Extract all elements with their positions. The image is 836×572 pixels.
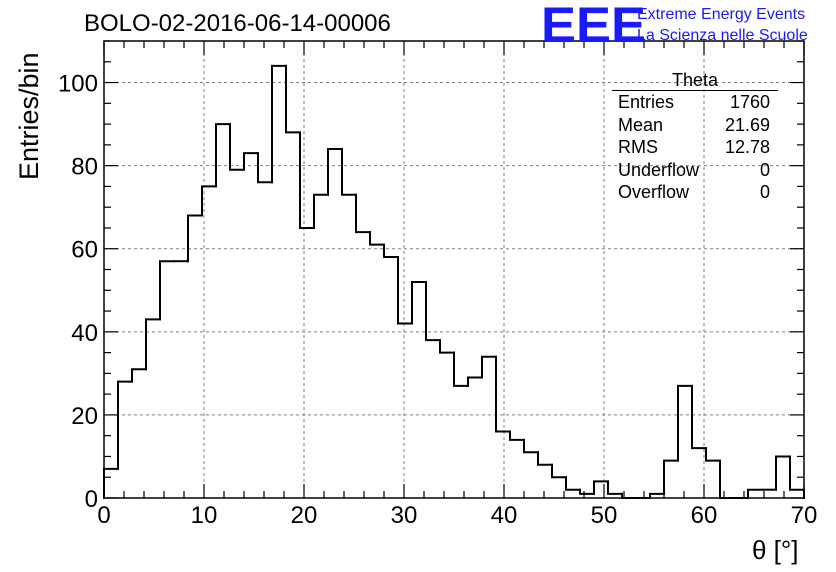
histogram-bin — [145, 318, 161, 371]
histogram-bin — [425, 280, 441, 342]
stats-row-underflow: Underflow 0 — [612, 159, 778, 182]
x-axis-label: θ [°] — [752, 535, 799, 565]
stats-box: Theta Entries 1760 Mean 21.69 RMS 12.78 … — [612, 70, 778, 204]
histogram-bin — [327, 148, 343, 196]
histogram-bin — [341, 148, 357, 196]
histogram-bin — [677, 384, 693, 462]
logo-caption-line1: Extreme Energy Events — [637, 6, 806, 23]
histogram-bin — [565, 476, 581, 491]
axis-ticks — [103, 40, 805, 499]
histogram-bin — [509, 430, 525, 441]
x-tick-label: 50 — [591, 502, 618, 529]
x-tick-label: 10 — [191, 502, 218, 529]
histogram-bin — [159, 260, 175, 321]
stats-row-overflow: Overflow 0 — [612, 181, 778, 204]
stats-label: Overflow — [618, 182, 690, 203]
chart-title: BOLO-02-2016-06-14-00006 — [84, 10, 391, 37]
histogram-bin — [593, 480, 609, 495]
stats-value: 0 — [759, 182, 770, 203]
stats-label: Entries — [618, 92, 675, 112]
x-tick-label: 70 — [791, 502, 818, 529]
histogram-bin — [271, 64, 287, 184]
y-tick-label: 80 — [71, 154, 98, 181]
eee-logo: EEE — [541, 0, 647, 53]
histogram-bin — [719, 459, 735, 499]
histogram-bin — [215, 123, 231, 188]
histogram-bin — [747, 488, 763, 499]
histogram-bin — [537, 451, 553, 466]
stats-value: 21.69 — [724, 114, 770, 135]
x-tick-label: 60 — [691, 502, 718, 529]
histogram-bin — [579, 488, 595, 495]
stats-title: Theta — [612, 70, 778, 91]
tick-labels: 0 10 20 30 40 50 60 70 0 20 40 60 80 100 — [58, 71, 817, 529]
stats-label: Mean — [618, 114, 664, 135]
histogram-bin — [607, 480, 623, 495]
stats-row-rms: RMS 12.78 — [612, 136, 778, 159]
histogram-bin — [523, 438, 539, 454]
histogram-bin — [285, 64, 301, 134]
stats-value: 0 — [759, 159, 770, 180]
x-tick-label: 40 — [491, 502, 518, 529]
histogram-bin — [397, 256, 413, 325]
grid-lines — [104, 41, 804, 498]
histogram-bin — [257, 152, 273, 184]
histogram-bin — [299, 131, 315, 229]
y-tick-label: 100 — [58, 71, 98, 98]
histogram-bin — [383, 243, 399, 259]
y-tick-label: 40 — [71, 320, 98, 347]
histogram-bin — [551, 463, 567, 479]
logo-caption: Extreme Energy Events La Scienza nelle S… — [637, 4, 808, 46]
stats-row-entries: Entries 1760 — [612, 91, 778, 114]
y-tick-label: 20 — [71, 403, 98, 430]
y-tick-label: 0 — [85, 486, 98, 513]
x-tick-label: 20 — [291, 502, 318, 529]
histogram-bin — [663, 459, 679, 495]
histogram-bin — [495, 355, 511, 433]
x-tick-label: 0 — [97, 502, 110, 529]
histogram-bin — [355, 193, 371, 234]
histogram-bin — [467, 376, 483, 387]
histogram-bin — [243, 152, 259, 171]
histogram-bin — [201, 185, 217, 217]
stats-value: 1760 — [729, 92, 770, 112]
histogram-bin — [789, 455, 805, 491]
logo-caption-line2: La Scienza nelle Scuole — [637, 27, 808, 44]
histogram-bin — [187, 214, 203, 263]
histogram-bin — [103, 467, 119, 499]
y-tick-label: 60 — [71, 237, 98, 264]
histogram-bin — [131, 368, 147, 383]
histogram-bin — [117, 380, 133, 470]
histogram-bin — [649, 492, 665, 499]
histogram-bin — [705, 447, 721, 462]
histogram-bin — [453, 351, 469, 387]
histogram-bin — [691, 384, 707, 450]
stats-label: RMS — [618, 137, 658, 158]
stats-row-mean: Mean 21.69 — [612, 114, 778, 137]
histogram-bin — [439, 339, 455, 354]
stats-label: Underflow — [618, 159, 700, 180]
stats-value: 12.78 — [724, 137, 770, 158]
y-axis-label: Entries/bin — [14, 52, 44, 180]
histogram-bin — [411, 280, 427, 325]
histogram-steps — [103, 64, 805, 499]
histogram-bin — [481, 355, 497, 379]
histogram-bin — [229, 123, 245, 171]
histogram-bin — [369, 231, 385, 246]
histogram-bin — [775, 455, 791, 491]
x-tick-label: 30 — [391, 502, 418, 529]
histogram-bin — [313, 193, 329, 229]
